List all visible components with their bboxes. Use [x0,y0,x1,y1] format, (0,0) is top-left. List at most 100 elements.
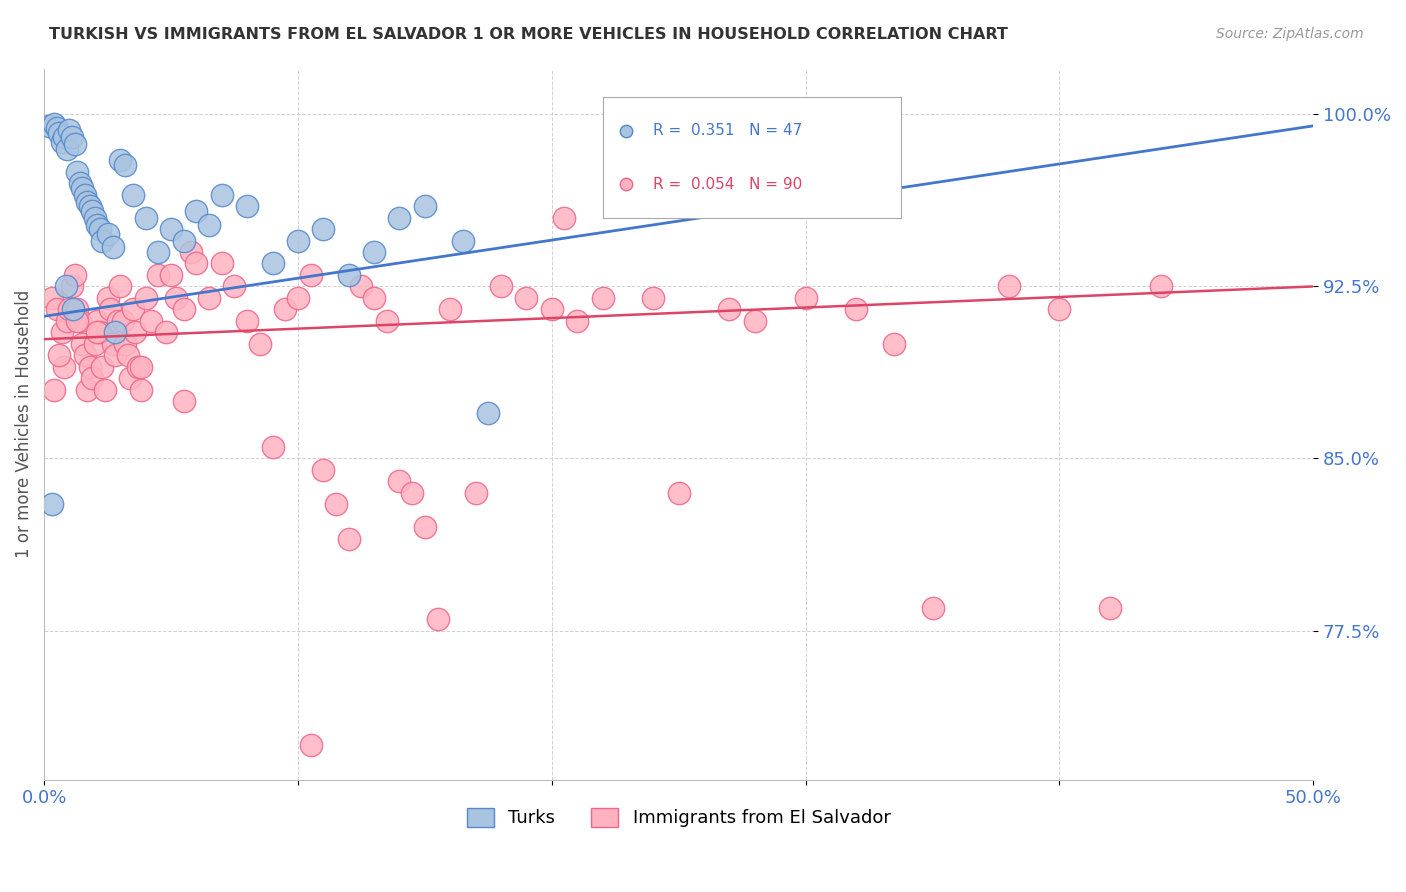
Point [744,314,766,328]
Point [668,486,690,500]
Point [66,314,89,328]
Point [45,121,67,136]
Point [262,440,284,454]
Point [299,268,322,282]
Point [110,153,132,168]
Point [337,532,360,546]
Point [160,222,183,236]
Point [643,291,665,305]
Point [592,291,614,305]
Point [111,314,134,328]
Point [375,314,398,328]
Point [70,336,93,351]
Point [114,336,136,351]
Point [489,279,512,293]
Point [114,158,136,172]
Point [129,359,152,374]
Point [426,612,449,626]
Point [56,142,79,156]
Point [155,326,177,340]
Point [312,463,335,477]
Point [101,240,124,254]
Point [89,222,111,236]
Point [53,359,76,374]
Point [1049,302,1071,317]
Point [363,291,385,305]
Point [883,336,905,351]
Point [337,268,360,282]
Point [553,211,575,225]
Point [101,336,124,351]
Point [38,119,60,133]
Point [135,211,157,225]
Point [350,279,373,293]
Point [148,268,170,282]
Point [173,234,195,248]
Y-axis label: 1 or more Vehicles in Household: 1 or more Vehicles in Household [15,290,32,558]
Point [79,199,101,213]
Point [104,348,127,362]
Text: Source: ZipAtlas.com: Source: ZipAtlas.com [1216,27,1364,41]
Point [211,256,233,270]
Point [312,222,335,236]
Point [55,279,77,293]
Point [173,394,195,409]
Point [94,383,117,397]
Point [76,194,98,209]
Point [48,126,70,140]
Point [86,314,108,328]
Point [794,291,817,305]
Point [110,279,132,293]
Point [224,279,246,293]
Point [122,302,145,317]
Point [413,520,436,534]
Point [63,137,86,152]
Point [53,130,76,145]
Point [299,738,322,752]
Point [127,359,149,374]
Point [97,227,120,241]
Point [76,383,98,397]
Point [160,268,183,282]
Point [186,256,208,270]
Point [1150,279,1173,293]
Point [98,302,121,317]
Point [287,291,309,305]
Point [439,302,461,317]
Point [45,302,67,317]
Point [124,326,146,340]
Point [1099,600,1122,615]
Point [83,336,105,351]
Point [56,314,79,328]
Point [139,314,162,328]
Point [401,486,423,500]
Point [69,176,91,190]
Point [62,302,84,317]
Point [79,359,101,374]
Point [51,326,73,340]
Point [565,314,588,328]
Point [388,475,411,489]
Point [91,359,114,374]
Point [236,199,259,213]
Point [120,371,142,385]
Point [129,383,152,397]
Point [198,291,221,305]
Point [117,348,139,362]
Point [122,187,145,202]
Point [89,326,111,340]
Point [274,302,297,317]
Point [41,497,63,511]
Point [186,203,208,218]
Point [107,314,129,328]
Point [165,291,187,305]
Point [997,279,1019,293]
Point [451,234,474,248]
Point [97,291,120,305]
Point [325,497,347,511]
Point [180,245,202,260]
Point [58,302,80,317]
Point [86,326,108,340]
Point [388,211,411,225]
Point [135,291,157,305]
